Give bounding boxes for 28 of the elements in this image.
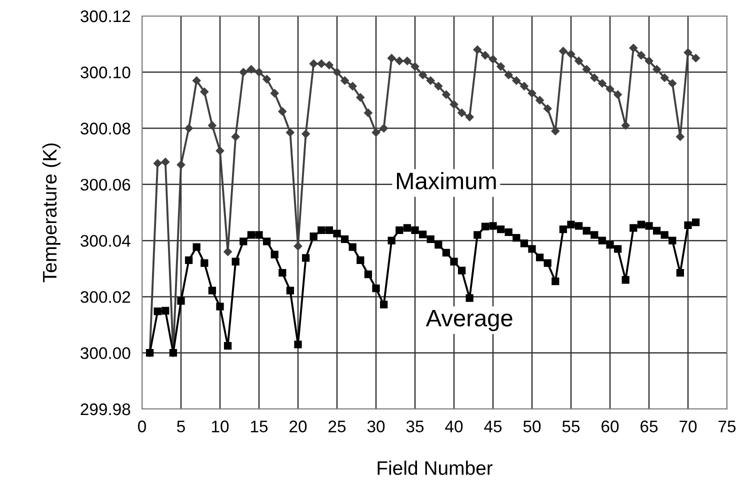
y-tick-label: 300.12 bbox=[80, 10, 130, 22]
x-tick-label: 25 bbox=[328, 420, 346, 432]
y-tick-label: 300.08 bbox=[80, 122, 130, 134]
y-tick-label: 300.04 bbox=[80, 234, 130, 247]
x-tick-label: 15 bbox=[251, 420, 268, 432]
y-tick-label: 299.98 bbox=[80, 403, 130, 416]
x-axis-title: Field Number bbox=[378, 460, 493, 475]
y-tick-label: 300.00 bbox=[80, 347, 130, 360]
y-tick-label: 300.02 bbox=[80, 291, 130, 303]
x-tick-label: 30 bbox=[367, 420, 385, 432]
x-tick-label: 10 bbox=[212, 420, 229, 432]
x-tick-label: 20 bbox=[290, 420, 307, 432]
x-tick-label: 65 bbox=[640, 420, 658, 432]
y-tick-label: 300.10 bbox=[80, 66, 130, 78]
x-tick-label: 55 bbox=[562, 420, 580, 432]
x-tick-label: 35 bbox=[406, 420, 424, 432]
x-tick-label: 45 bbox=[484, 420, 502, 432]
x-tick-label: 60 bbox=[602, 420, 619, 432]
x-tick-label: 50 bbox=[523, 420, 541, 432]
series-label: Average bbox=[426, 310, 512, 332]
x-tick-label: 0 bbox=[138, 420, 146, 432]
x-tick-label: 40 bbox=[445, 420, 463, 432]
x-tick-label: 75 bbox=[718, 420, 736, 432]
series-label: Maximum bbox=[396, 172, 496, 190]
x-tick-label: 70 bbox=[680, 420, 697, 432]
y-axis-title: Temperature (K) bbox=[42, 143, 60, 282]
y-tick-label: 300.06 bbox=[80, 178, 130, 191]
x-tick-label: 5 bbox=[177, 420, 185, 432]
